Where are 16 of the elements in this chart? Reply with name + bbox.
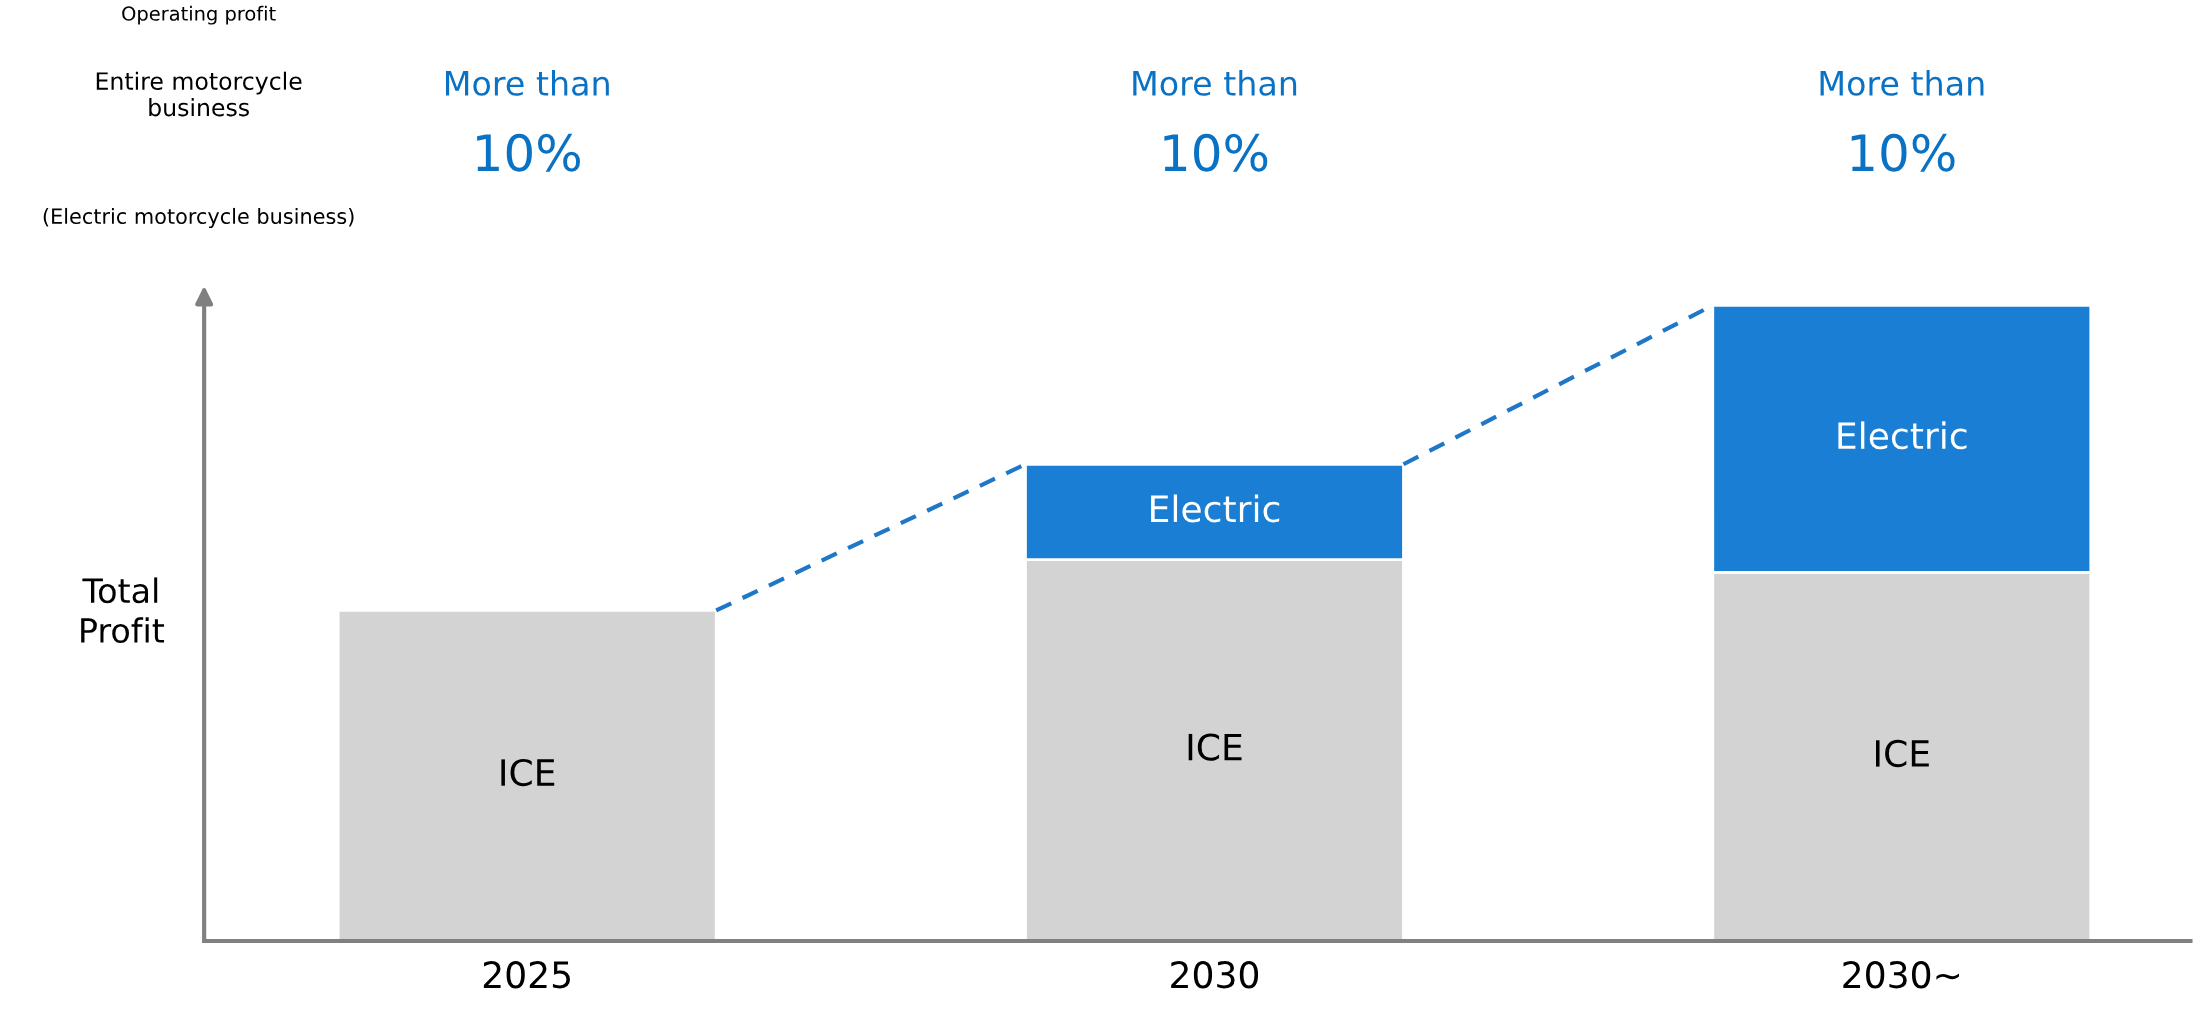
text: Entire motorcycle business [96,71,302,117]
y-axis-title: Total Profit [81,577,165,644]
text: More than 10% [1820,70,1984,172]
text: Operating profit [122,5,276,25]
series-label: ICE [501,758,555,787]
text: More than 10% [445,70,609,172]
series-label: Electric [1151,494,1280,523]
x-tick-label: 2025 [483,961,570,989]
text: Electric [1838,421,1967,450]
text: (Electric motorcycle business) [43,207,354,229]
text: More than 10% [1133,70,1297,172]
x-tick-label: 2030∼ [1843,961,1960,989]
x-tick-label: 2030 [1171,961,1259,989]
text: ICE [1188,733,1242,761]
bar [336,609,718,941]
text: ICE [1875,739,1929,768]
